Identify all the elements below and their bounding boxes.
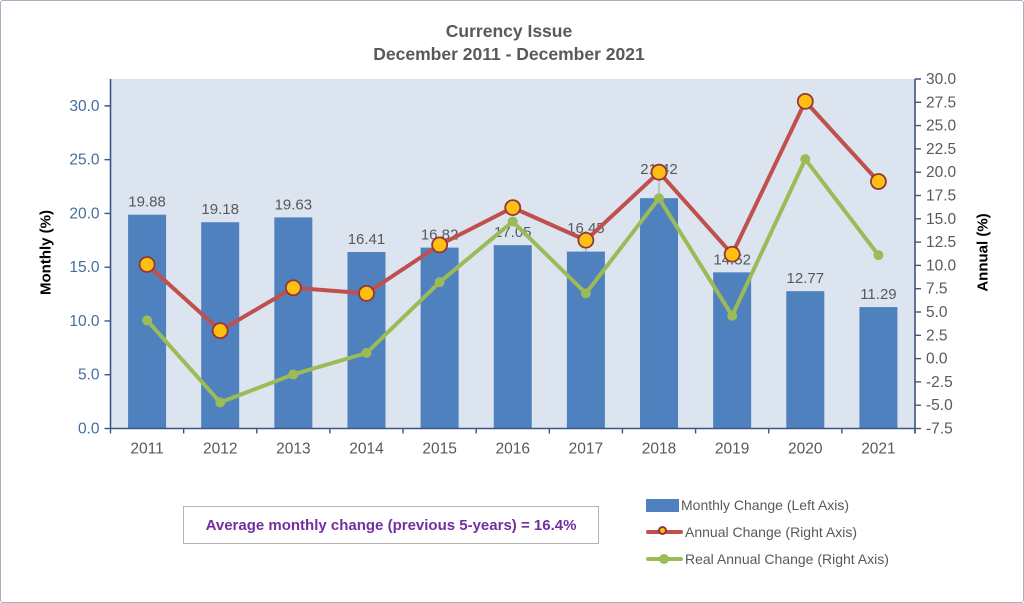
right-axis-tick-label: 25.0 — [926, 118, 957, 135]
line-marker-2016 — [507, 216, 518, 227]
x-axis-category-label: 2017 — [569, 441, 603, 458]
line-marker-2017 — [580, 288, 591, 299]
line-marker-2019 — [727, 310, 738, 321]
x-axis-category-label: 2018 — [642, 441, 676, 458]
chart-title-line1: Currency Issue — [445, 21, 573, 41]
right-axis-tick-label: 22.5 — [926, 141, 956, 158]
left-axis-tick-label: 30.0 — [69, 98, 100, 115]
legend: Monthly Change (Left Axis) Annual Change… — [646, 495, 889, 569]
line-marker-2021 — [870, 173, 887, 190]
legend-label: Monthly Change (Left Axis) — [681, 497, 850, 513]
bar-2016 — [493, 245, 532, 429]
bar-data-label: 11.29 — [860, 286, 896, 303]
x-axis-category-label: 2013 — [276, 441, 310, 458]
x-axis-category-label: 2015 — [422, 441, 456, 458]
annotation-box: Average monthly change (previous 5-years… — [183, 506, 599, 544]
bar-2020 — [786, 291, 825, 429]
line-marker-2014 — [361, 348, 372, 359]
line-marker-2013 — [288, 369, 299, 380]
legend-item-monthly-change: Monthly Change (Left Axis) — [646, 495, 889, 515]
right-axis-tick-label: -2.5 — [926, 374, 953, 391]
line-marker-2015 — [434, 277, 445, 288]
line-marker-2019 — [723, 245, 741, 263]
legend-line-swatch-real-annual — [646, 551, 683, 567]
left-axis-tick-label: 20.0 — [69, 205, 100, 222]
right-axis-tick-label: -7.5 — [926, 421, 953, 438]
line-marker-2013 — [284, 279, 302, 297]
annotation-text: Average monthly change (previous 5-years… — [205, 516, 577, 534]
right-axis-tick-label: 5.0 — [926, 304, 948, 321]
line-marker-2020 — [796, 92, 814, 110]
legend-marker-green-icon — [659, 554, 669, 564]
x-axis-category-label: 2019 — [715, 441, 749, 458]
bar-2021 — [859, 307, 898, 429]
legend-label: Annual Change (Right Axis) — [685, 524, 857, 540]
legend-line-swatch-annual — [646, 524, 683, 540]
legend-bar-swatch — [646, 498, 679, 512]
x-axis-category-label: 2012 — [203, 441, 237, 458]
right-axis-tick-label: 30.0 — [926, 71, 957, 88]
line-marker-2011 — [142, 315, 153, 326]
line-marker-2020 — [800, 154, 811, 165]
right-axis-tick-label: 2.5 — [926, 327, 948, 344]
bar-data-label: 12.77 — [787, 270, 825, 287]
left-axis-tick-label: 10.0 — [69, 313, 100, 330]
line-marker-2012 — [215, 397, 226, 408]
left-axis-tick-label: 5.0 — [78, 367, 100, 384]
bar-2018 — [640, 198, 679, 429]
left-axis-tick-label: 25.0 — [69, 152, 100, 169]
right-axis-tick-label: 12.5 — [926, 234, 956, 251]
x-axis-category-label: 2014 — [349, 441, 384, 458]
legend-item-real-annual-change: Real Annual Change (Right Axis) — [646, 549, 889, 569]
right-axis-tick-label: 17.5 — [926, 188, 956, 205]
right-axis-tick-label: 20.0 — [926, 164, 957, 181]
line-marker-2015 — [431, 236, 449, 254]
chart-title-line2: December 2011 - December 2021 — [373, 44, 645, 64]
legend-label: Real Annual Change (Right Axis) — [685, 551, 889, 567]
line-marker-2011 — [138, 256, 156, 273]
x-axis-category-label: 2011 — [130, 441, 163, 458]
right-axis-tick-label: 10.0 — [926, 257, 957, 274]
x-axis-category-label: 2021 — [861, 441, 895, 458]
right-axis-tick-label: 0.0 — [926, 351, 948, 368]
line-marker-2016 — [504, 199, 522, 217]
x-axis-category-label: 2016 — [496, 441, 530, 458]
line-marker-2021 — [873, 250, 884, 261]
chart-title: Currency Issue December 2011 - December … — [1, 20, 1017, 66]
right-axis-tick-label: 15.0 — [926, 211, 957, 228]
line-marker-2012 — [211, 322, 229, 340]
right-axis-tick-label: 27.5 — [926, 94, 956, 111]
line-marker-2018 — [654, 193, 665, 204]
x-axis-category-label: 2020 — [788, 441, 823, 458]
right-axis-tick-label: -5.0 — [926, 397, 953, 414]
bar-2015 — [420, 247, 459, 429]
left-axis-tick-label: 15.0 — [69, 259, 100, 276]
bar-data-label: 19.63 — [275, 196, 313, 213]
bar-data-label: 19.18 — [201, 201, 239, 218]
legend-item-annual-change: Annual Change (Right Axis) — [646, 522, 889, 542]
bar-data-label: 16.41 — [348, 231, 386, 248]
right-axis-tick-label: 7.5 — [926, 281, 948, 298]
bar-data-label: 19.88 — [128, 194, 166, 211]
bar-2013 — [274, 217, 313, 429]
legend-marker-red-icon — [658, 526, 667, 535]
left-axis-tick-label: 0.0 — [78, 421, 100, 438]
line-marker-2017 — [577, 231, 595, 249]
line-marker-2018 — [650, 163, 668, 181]
line-marker-2014 — [358, 284, 375, 302]
